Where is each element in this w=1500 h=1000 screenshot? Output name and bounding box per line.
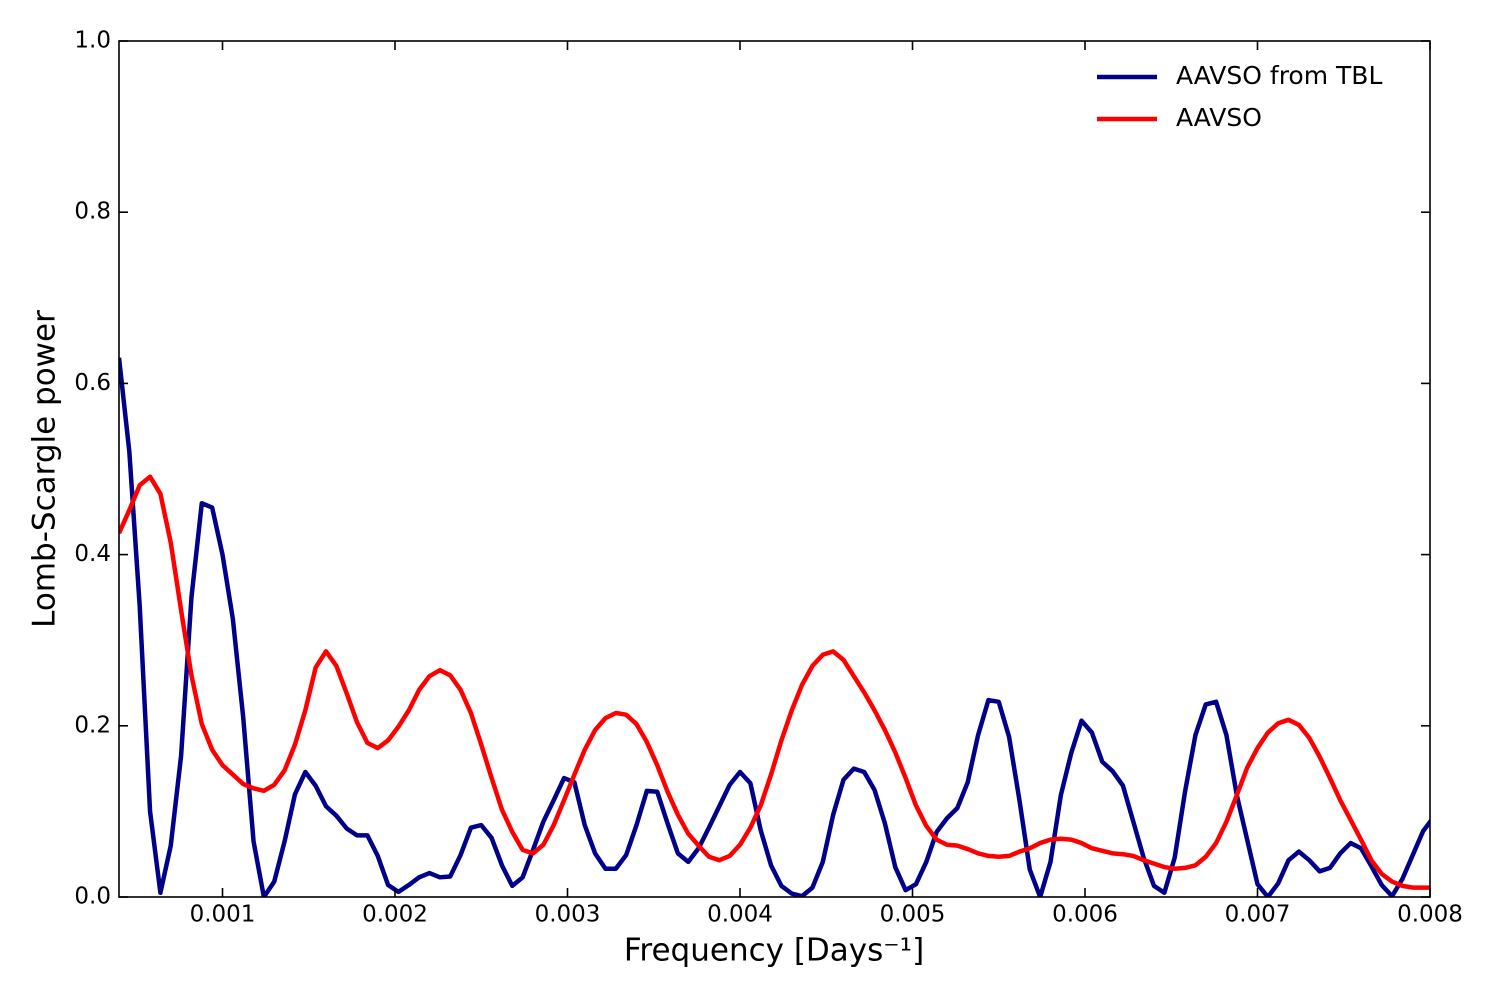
x-tick-label: 0.002 [362,902,428,928]
x-tick-label: 0.006 [1052,902,1118,928]
legend-label: AAVSO from TBL [1176,61,1382,90]
y-tick-label: 0.6 [74,370,111,396]
x-tick-label: 0.008 [1397,902,1463,928]
data-line [119,474,1430,890]
x-axis-label: Frequency [Days⁻¹] [624,933,924,969]
y-tick-label: 0.2 [74,712,111,738]
data-line [119,357,1430,897]
y-tick-label: 0.4 [74,541,111,567]
y-axis-label: Lomb-Scargle power [27,310,63,628]
y-tick-label: 0.0 [74,884,111,910]
y-tick-label: 1.0 [74,28,111,54]
y-tick-label: 0.8 [74,199,111,225]
plot-area [119,357,1430,897]
x-tick-label: 0.005 [880,902,946,928]
x-tick-label: 0.004 [707,902,773,928]
x-tick-label: 0.003 [535,902,601,928]
axes-frame [118,40,1431,898]
legend-label: AAVSO [1176,103,1262,132]
x-tick-label: 0.001 [190,902,256,928]
x-tick-label: 0.007 [1225,902,1291,928]
